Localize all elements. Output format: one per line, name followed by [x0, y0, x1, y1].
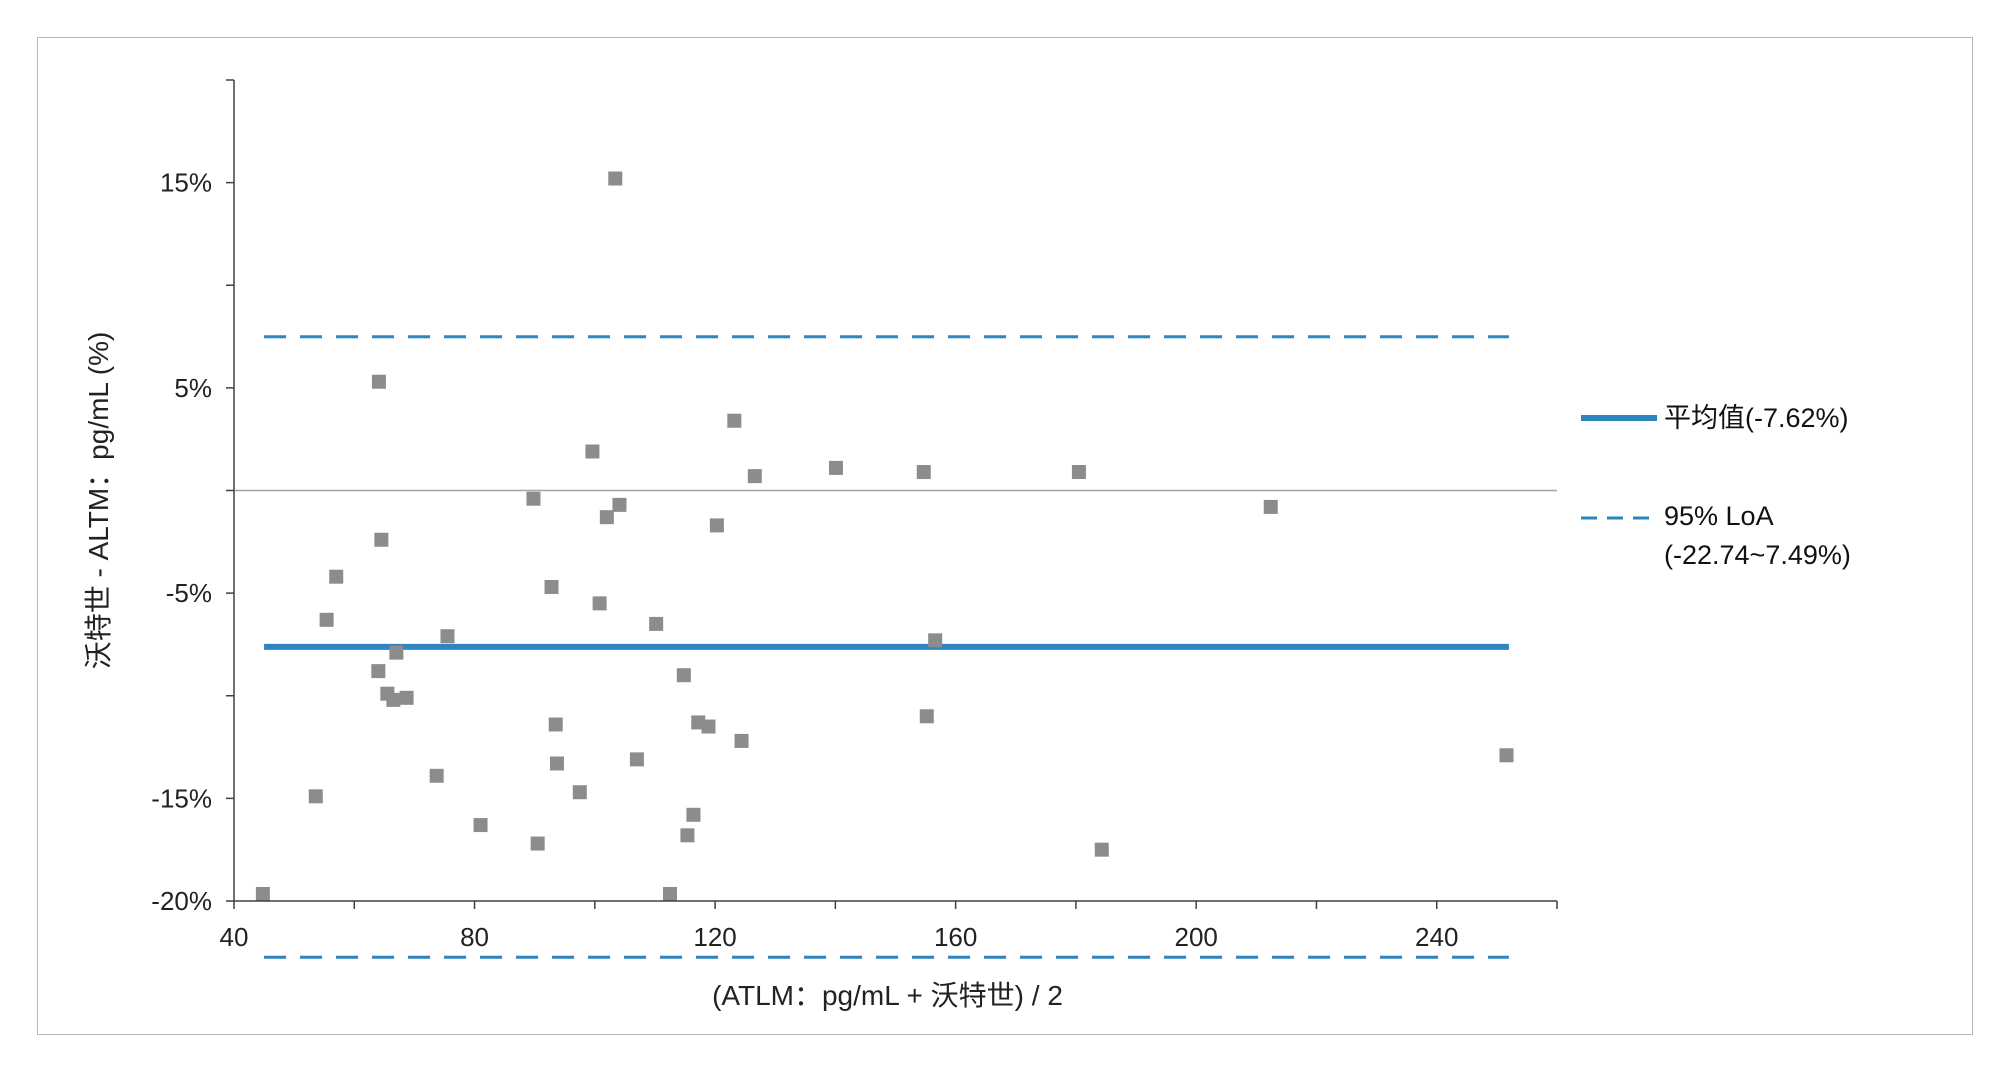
data-point — [308, 789, 323, 804]
y-tick-label: -5% — [166, 578, 212, 608]
data-point — [526, 491, 541, 506]
data-point — [585, 444, 600, 459]
data-point — [329, 569, 344, 584]
data-point — [1094, 842, 1109, 857]
data-points — [255, 171, 1514, 901]
data-point — [544, 579, 559, 594]
data-point — [592, 596, 607, 611]
data-point — [612, 497, 627, 512]
data-point — [429, 768, 444, 783]
data-point — [549, 756, 564, 771]
data-point — [374, 532, 389, 547]
y-tick-label: 15% — [160, 168, 212, 198]
data-point — [608, 171, 623, 186]
data-point — [680, 828, 695, 843]
x-tick-label: 160 — [934, 922, 977, 952]
data-point — [371, 374, 386, 389]
data-point — [255, 887, 270, 901]
data-point — [1499, 748, 1514, 763]
y-tick-label: 5% — [174, 373, 212, 403]
y-axis-ticks: 15% 5% -5% -15% -20% — [151, 79, 234, 916]
data-point — [662, 887, 677, 901]
legend-mean-label: 平均值(-7.62%) — [1664, 403, 1849, 433]
data-point — [916, 465, 931, 480]
data-point — [548, 717, 563, 732]
data-point — [319, 612, 334, 627]
data-point — [1071, 465, 1086, 480]
y-tick-label: -20% — [151, 886, 212, 916]
data-point — [473, 818, 488, 833]
data-point — [399, 690, 414, 705]
x-tick-label: 200 — [1174, 922, 1217, 952]
data-point — [701, 719, 716, 734]
data-point — [747, 469, 762, 484]
data-point — [828, 460, 843, 475]
data-point — [709, 518, 724, 533]
legend-loa-range: (-22.74~7.49%) — [1664, 540, 1851, 570]
data-point — [928, 633, 943, 648]
x-axis-title: (ATLM：pg/mL + 沃特世) / 2 — [712, 980, 1063, 1011]
legend-loa-label: 95% LoA — [1664, 501, 1774, 531]
data-point — [649, 616, 664, 631]
data-point — [599, 510, 614, 525]
data-point — [629, 752, 644, 767]
y-tick-label: -15% — [151, 783, 212, 813]
data-point — [371, 664, 386, 679]
chart-frame — [37, 37, 1973, 1035]
data-point — [686, 807, 701, 822]
x-tick-label: 80 — [460, 922, 489, 952]
x-axis-ticks: 40 80 120 160 200 240 — [220, 901, 1558, 952]
data-point — [389, 645, 404, 660]
data-point — [734, 733, 749, 748]
data-point — [919, 709, 934, 724]
data-point — [1263, 499, 1278, 514]
data-point — [440, 629, 455, 644]
data-point — [727, 413, 742, 428]
data-point — [386, 692, 401, 707]
legend: 平均值(-7.62%) 95% LoA (-22.74~7.49%) — [1581, 403, 1851, 570]
data-point — [530, 836, 545, 851]
x-tick-label: 240 — [1415, 922, 1458, 952]
data-point — [572, 785, 587, 800]
data-point — [676, 668, 691, 683]
y-axis-title: 沃特世 - ALTM：pg/mL (%) — [83, 332, 114, 670]
x-tick-label: 40 — [220, 922, 249, 952]
x-tick-label: 120 — [693, 922, 736, 952]
